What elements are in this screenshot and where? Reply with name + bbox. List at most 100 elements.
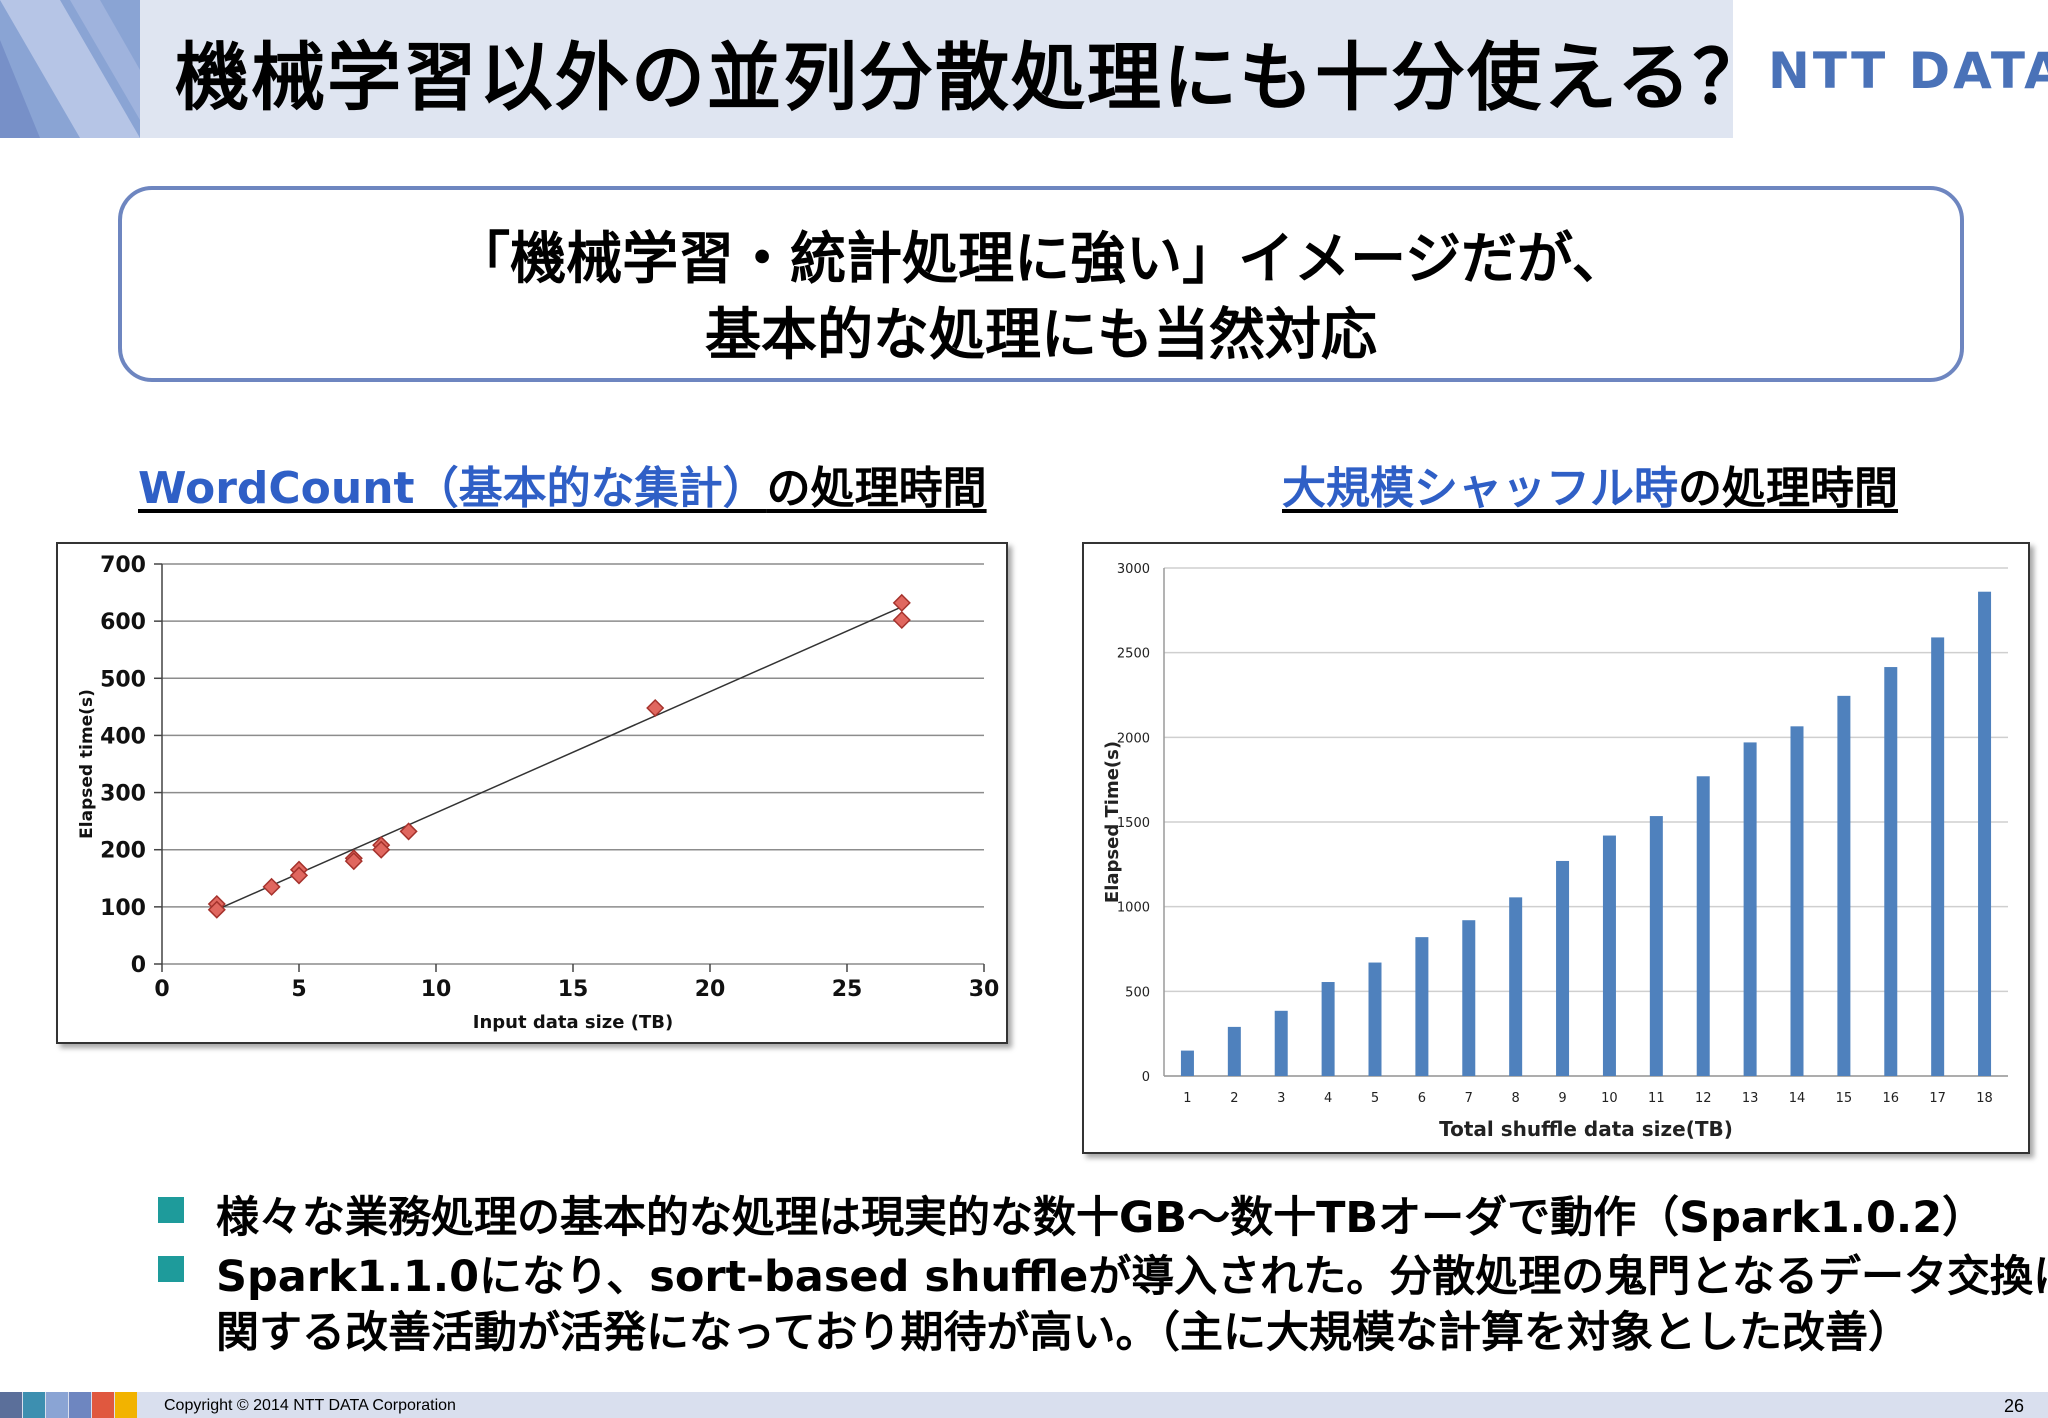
bar (1743, 742, 1757, 1076)
y-tick-label: 600 (100, 610, 146, 635)
bar (1884, 667, 1898, 1076)
left-chart-title: WordCount（基本的な集計）の処理時間 (138, 452, 987, 516)
bar (1602, 835, 1616, 1076)
x-tick-label: 5 (291, 977, 306, 1002)
bar (1509, 897, 1523, 1076)
slide-footer (0, 1392, 2048, 1418)
x-tick-label: 10 (1601, 1091, 1618, 1106)
scatter-point (399, 822, 418, 841)
y-tick-label: 2500 (1117, 647, 1150, 662)
bullet-marker-1 (158, 1197, 184, 1223)
x-axis-label: Total shuffle data size(TB) (1439, 1117, 1733, 1141)
y-tick-label: 300 (100, 782, 146, 807)
y-tick-label: 1500 (1117, 816, 1150, 831)
footer-color-square (0, 1392, 22, 1418)
footer-color-square (46, 1392, 68, 1418)
x-axis-label: Input data size (TB) (473, 1012, 673, 1033)
corner-decoration (0, 0, 140, 138)
bar (1696, 776, 1710, 1076)
x-tick-label: 9 (1558, 1091, 1566, 1106)
y-tick-label: 1000 (1117, 901, 1150, 916)
x-tick-label: 2 (1230, 1091, 1238, 1106)
x-tick-label: 8 (1512, 1091, 1520, 1106)
trendline (216, 606, 903, 911)
y-tick-label: 100 (100, 896, 146, 921)
footer-color-square (92, 1392, 114, 1418)
bar (1462, 920, 1476, 1076)
ntt-data-logo: NTT DATA (1768, 42, 2048, 100)
y-tick-label: 700 (100, 553, 146, 578)
x-tick-label: 10 (421, 977, 452, 1002)
wordcount-chart-frame: 0 100 200 300 400 500 600 700 0 5 10 15 20 25 30 Input … (56, 542, 1008, 1044)
x-tick-label: 7 (1465, 1091, 1473, 1106)
y-tick-label: 400 (100, 724, 146, 749)
left-chart-title-blue: WordCount（基本的な集計） (138, 463, 767, 514)
bar (1931, 637, 1945, 1076)
bar (1321, 982, 1335, 1076)
right-chart-title: 大規模シャッフル時の処理時間 (1282, 452, 1898, 516)
y-tick-label: 2000 (1117, 731, 1150, 746)
bar (1415, 937, 1429, 1076)
bar (1978, 591, 1992, 1076)
scatter-point (344, 852, 363, 871)
logo-area (1733, 0, 2048, 138)
x-tick-label: 13 (1742, 1091, 1759, 1106)
wordcount-scatter-chart: 0 100 200 300 400 500 600 700 0 5 10 15 20 25 30 Input … (77, 553, 1000, 1033)
x-tick-label: 5 (1371, 1091, 1379, 1106)
y-tick-label: 0 (131, 953, 146, 978)
scatter-point (892, 593, 911, 612)
x-tick-label: 15 (1836, 1091, 1853, 1106)
x-tick-label: 16 (1883, 1091, 1900, 1106)
x-tick-label: 3 (1277, 1091, 1285, 1106)
x-tick-label: 15 (558, 977, 589, 1002)
x-tick-label: 20 (695, 977, 726, 1002)
y-tick-label: 500 (1125, 985, 1150, 1000)
scatter-point (372, 840, 391, 859)
right-chart-title-black: の処理時間 (1678, 463, 1898, 514)
y-axis-label: Elapsed time(s) (77, 689, 97, 839)
y-axis-label: Elapsed Time(s) (1102, 741, 1123, 903)
scatter-point (646, 698, 665, 718)
x-tick-label: 14 (1789, 1091, 1806, 1106)
x-tick-label: 17 (1929, 1091, 1946, 1106)
y-tick-label: 200 (100, 839, 146, 864)
bullet-marker-2 (158, 1256, 184, 1282)
x-tick-label: 4 (1324, 1091, 1332, 1106)
bar (1649, 816, 1663, 1076)
x-tick-label: 11 (1648, 1091, 1665, 1106)
left-chart-title-black: の処理時間 (766, 463, 987, 514)
x-tick-label: 0 (154, 977, 169, 1002)
callout-box: 「機械学習・統計処理に強い」イメージだが、 基本的な処理にも当然対応 (118, 186, 1964, 382)
scatter-point (892, 610, 911, 630)
callout-line-1: 「機械学習・統計処理に強い」イメージだが、 (454, 227, 1628, 292)
slide-header (0, 0, 2048, 138)
footer-color-square (69, 1392, 91, 1418)
x-tick-label: 6 (1418, 1091, 1426, 1106)
bar (1368, 962, 1382, 1076)
x-tick-label: 25 (832, 977, 863, 1002)
bar (1227, 1026, 1241, 1076)
slide-title: 機械学習以外の並列分散処理にも十分使える？ (175, 35, 1769, 121)
y-tick-label: 500 (100, 667, 146, 692)
footer-color-square (115, 1392, 137, 1418)
x-tick-label: 1 (1183, 1091, 1191, 1106)
scatter-point (262, 877, 281, 896)
bullet-text-1: 様々な業務処理の基本的な処理は現実的な数十GB～数十TBオーダで動作（Spark… (216, 1193, 1986, 1243)
bar (1790, 726, 1804, 1076)
footer-color-square (23, 1392, 45, 1418)
bar (1556, 860, 1570, 1076)
page-number: 26 (2004, 1396, 2025, 1416)
bar (1837, 695, 1851, 1076)
x-tick-label: 18 (1976, 1091, 1993, 1106)
x-tick-label: 12 (1695, 1091, 1712, 1106)
right-chart-title-blue: 大規模シャッフル時 (1282, 463, 1678, 514)
bullet-text-2-line-1: Spark1.1.0になり、sort-based shuffleが導入された。分… (216, 1252, 2048, 1302)
y-tick-label: 3000 (1117, 562, 1150, 577)
shuffle-chart-frame: 0 500 1000 1500 2000 2500 3000 1 2 3 4 5 6 7 8 9 10 11 12 1… (1082, 542, 2030, 1154)
bullet-text-2-line-2: 関する改善活動が活発になっており期待が高い。（主に大規模な計算を対象とした改善） (216, 1308, 1912, 1358)
bar (1180, 1050, 1194, 1076)
scatter-point (289, 866, 309, 885)
x-tick-label: 30 (969, 977, 1000, 1002)
scatter-point (207, 900, 226, 919)
